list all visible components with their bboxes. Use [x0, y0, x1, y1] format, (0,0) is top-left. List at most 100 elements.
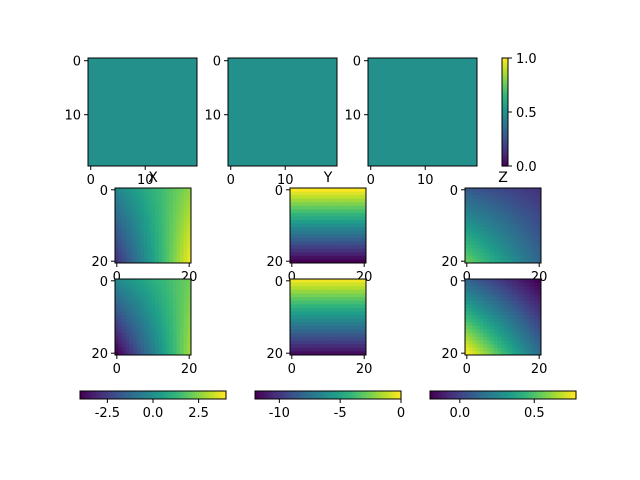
y-tick-label: 10 [64, 109, 81, 124]
colorbar-segment [502, 76, 508, 79]
heatmap-cell [300, 286, 305, 291]
heatmap-cell [172, 241, 178, 246]
heatmap-cell [337, 248, 342, 253]
heatmap-cell [300, 209, 305, 214]
heatmap-cell [300, 333, 305, 338]
heatmap-cell [143, 286, 149, 291]
colorbar-segment [502, 67, 508, 70]
heatmap-cell [322, 297, 327, 302]
heatmap-cell [504, 293, 509, 298]
heatmap-cell [340, 255, 345, 260]
heatmap-cell [486, 304, 491, 309]
colorbar-segment [475, 391, 479, 399]
heatmap-cell [351, 333, 356, 338]
heatmap-cell [293, 318, 298, 323]
heatmap-cell [129, 297, 134, 302]
heatmap-cell [115, 293, 120, 298]
heatmap-cell [326, 351, 331, 356]
heatmap-cell [344, 255, 349, 260]
heatmap-cell [293, 220, 298, 225]
colorbar-segment [269, 391, 273, 399]
colorbar-segment [258, 391, 262, 399]
heatmap-cell [468, 333, 473, 338]
heatmap-cell [129, 241, 134, 246]
heatmap-cell [497, 220, 502, 225]
heatmap-cell [493, 191, 499, 196]
colorbar-segment [338, 391, 342, 399]
heatmap-cell [512, 238, 517, 243]
colorbar-segment [340, 391, 344, 399]
heatmap-cell [125, 238, 130, 243]
heatmap-cell [318, 241, 324, 246]
heatmap-cell [304, 286, 309, 291]
heatmap-cell [530, 216, 535, 221]
heatmap-cell [293, 289, 298, 294]
heatmap-cell [504, 227, 509, 232]
heatmap-cell [326, 289, 331, 294]
heatmap-cell [526, 198, 531, 203]
heatmap-cell [465, 322, 470, 327]
heatmap-cell [158, 279, 163, 284]
heatmap-cell [465, 333, 470, 338]
heatmap-cell [344, 245, 349, 250]
heatmap-cell [172, 216, 178, 221]
heatmap-cell [537, 279, 542, 284]
heatmap-cell [326, 245, 331, 250]
colorbar-segment [502, 97, 508, 100]
heatmap-cell [322, 230, 327, 235]
heatmap-cell [311, 223, 316, 228]
heatmap-cell [322, 191, 327, 196]
colorbar-segment [502, 74, 508, 77]
heatmap-cell [522, 220, 528, 225]
heatmap-cell [318, 304, 324, 309]
heatmap-cell [165, 230, 170, 235]
colorbar-segment [502, 106, 508, 109]
heatmap-cell [340, 198, 345, 203]
heatmap-cell [362, 248, 367, 253]
heatmap-cell [293, 311, 298, 316]
heatmap-cell [158, 297, 163, 302]
heatmap-cell [187, 255, 192, 260]
heatmap-cell [158, 230, 163, 235]
heatmap-cell [351, 347, 356, 352]
colorbar-segment [502, 103, 508, 106]
heatmap-cell [351, 315, 356, 320]
heatmap-cell [143, 255, 149, 260]
heatmap-cell [344, 307, 349, 313]
heatmap-cell [318, 333, 324, 338]
colorbar-segment [107, 391, 110, 399]
heatmap-cell [347, 289, 353, 294]
colorbar-segment [468, 391, 471, 399]
heatmap-cell [519, 259, 524, 264]
heatmap-cell [519, 245, 524, 250]
heatmap-cell [151, 191, 156, 196]
heatmap-cell [515, 304, 520, 309]
heatmap-cell [344, 333, 349, 338]
heatmap-cell [140, 344, 145, 349]
heatmap-cell [522, 340, 528, 345]
heatmap-cell [311, 248, 316, 253]
colorbar-segment [391, 391, 395, 399]
heatmap-cell [115, 227, 120, 232]
colorbar-tick-label: 0.5 [516, 106, 537, 121]
heatmap-cell [169, 248, 174, 253]
colorbar-segment [382, 391, 386, 399]
heatmap-cell [187, 351, 192, 356]
colorbar-segment [502, 140, 508, 144]
heatmap-cell [176, 344, 181, 349]
heatmap-cell [140, 248, 145, 253]
heatmap-cell [176, 241, 181, 246]
heatmap-cell [504, 255, 509, 260]
heatmap-cell [115, 238, 120, 243]
heatmap-cell [362, 255, 367, 260]
heatmap-cell [122, 336, 127, 342]
colorbar-segment [554, 391, 557, 399]
colorbar-segment [196, 391, 200, 399]
heatmap-cell [468, 248, 473, 253]
heatmap-cell [304, 195, 309, 200]
heatmap-cell [300, 297, 305, 302]
heatmap-cell [522, 318, 528, 323]
heatmap-cell [351, 216, 356, 221]
heatmap-cell [308, 315, 313, 320]
heatmap-cell [468, 195, 473, 200]
